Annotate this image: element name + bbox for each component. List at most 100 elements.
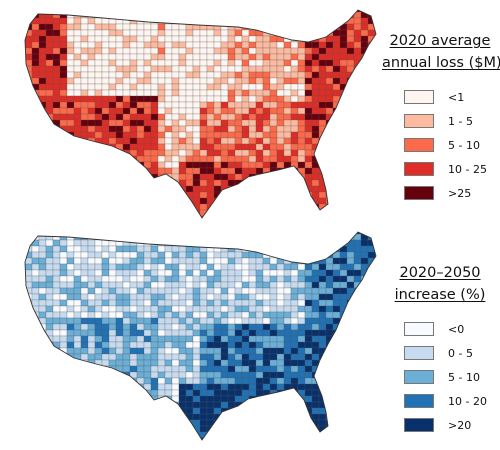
- county-cell: [25, 125, 26, 133]
- county-cell: [52, 107, 61, 115]
- county-cell: [248, 35, 257, 43]
- county-cell: [122, 53, 131, 61]
- county-cell: [52, 437, 61, 440]
- increase-legend-swatch: [404, 418, 434, 432]
- county-cell: [38, 395, 47, 403]
- county-cell: [220, 167, 229, 175]
- county-cell: [136, 77, 145, 85]
- county-cell: [234, 329, 243, 337]
- county-cell: [185, 347, 194, 355]
- county-cell: [248, 29, 257, 37]
- county-cell: [101, 341, 110, 349]
- county-cell: [101, 347, 110, 355]
- county-cell: [115, 233, 124, 241]
- county-cell: [276, 47, 285, 55]
- county-cell: [255, 299, 264, 307]
- county-cell: [164, 371, 173, 379]
- county-cell: [115, 101, 124, 109]
- increase-choropleth-map: [24, 231, 377, 446]
- county-cell: [45, 65, 54, 73]
- county-cell: [129, 59, 138, 67]
- county-cell: [185, 437, 194, 440]
- county-cell: [80, 341, 89, 349]
- county-cell: [283, 353, 292, 361]
- county-cell: [87, 407, 96, 415]
- county-cell: [360, 431, 369, 439]
- county-cell: [297, 251, 306, 259]
- county-cell: [171, 29, 180, 37]
- county-cell: [304, 383, 313, 391]
- county-cell: [143, 353, 152, 361]
- county-cell: [213, 287, 222, 295]
- county-cell: [178, 35, 187, 43]
- county-cell: [325, 233, 334, 241]
- county-cell: [178, 10, 187, 13]
- county-cell: [353, 131, 362, 139]
- county-cell: [339, 215, 348, 218]
- county-cell: [227, 65, 236, 73]
- county-cell: [269, 305, 278, 313]
- county-cell: [206, 401, 215, 409]
- county-cell: [283, 83, 292, 91]
- county-cell: [53, 222, 60, 224]
- county-cell: [122, 257, 131, 265]
- county-cell: [115, 389, 124, 397]
- county-cell: [374, 215, 376, 218]
- county-cell: [143, 317, 152, 325]
- county-cell: [101, 191, 110, 199]
- county-cell: [178, 89, 187, 97]
- county-cell: [192, 287, 201, 295]
- county-cell: [59, 383, 68, 391]
- county-cell: [290, 251, 299, 259]
- county-cell: [283, 299, 292, 307]
- county-cell: [353, 353, 362, 361]
- county-cell: [339, 137, 348, 145]
- county-cell: [164, 149, 173, 157]
- county-cell: [199, 383, 208, 391]
- county-cell: [304, 263, 313, 271]
- county-cell: [262, 179, 271, 187]
- county-cell: [178, 389, 187, 397]
- county-cell: [367, 149, 376, 157]
- county-cell: [199, 329, 208, 337]
- county-cell: [25, 329, 33, 337]
- county-cell: [38, 209, 47, 217]
- county-cell: [38, 281, 47, 289]
- county-cell: [31, 401, 40, 409]
- county-cell: [73, 215, 82, 218]
- county-cell: [80, 41, 89, 49]
- county-cell: [136, 413, 145, 421]
- county-cell: [80, 173, 89, 181]
- county-cell: [227, 47, 236, 55]
- county-cell: [25, 101, 26, 109]
- county-cell: [262, 89, 271, 97]
- county-cell: [171, 257, 180, 265]
- county-cell: [66, 143, 75, 151]
- county-cell: [59, 431, 68, 439]
- county-cell: [101, 232, 110, 235]
- county-cell: [332, 77, 341, 85]
- county-cell: [67, 444, 74, 446]
- county-cell: [45, 155, 54, 163]
- county-cell: [157, 359, 166, 367]
- county-cell: [325, 215, 334, 218]
- county-cell: [290, 263, 299, 271]
- county-cell: [178, 377, 187, 385]
- county-cell: [346, 131, 355, 139]
- county-cell: [304, 95, 313, 103]
- county-cell: [59, 185, 68, 193]
- county-cell: [59, 407, 68, 415]
- county-cell: [206, 437, 215, 440]
- county-cell: [122, 281, 131, 289]
- loss-legend-label: 1 - 5: [448, 114, 473, 128]
- county-cell: [304, 335, 313, 343]
- county-cell: [94, 281, 103, 289]
- loss-legend-item: 5 - 10: [404, 134, 498, 156]
- county-cell: [129, 251, 138, 259]
- county-cell: [150, 11, 159, 19]
- county-cell: [80, 401, 89, 409]
- county-cell: [262, 383, 271, 391]
- county-cell: [25, 125, 33, 133]
- county-cell: [276, 383, 285, 391]
- county-cell: [164, 401, 173, 409]
